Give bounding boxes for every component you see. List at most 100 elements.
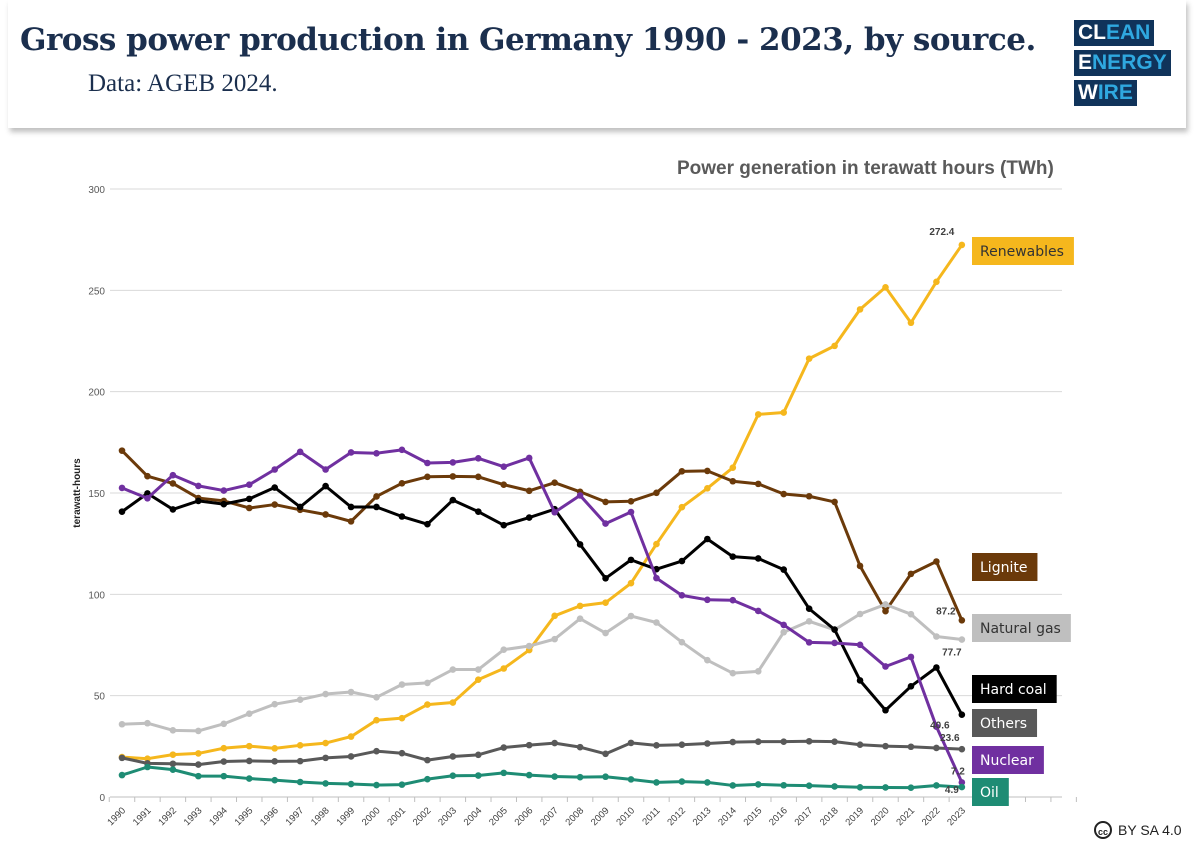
nuclear-point: [347, 449, 355, 456]
oil-point: [424, 775, 431, 783]
hard-coal-point: [118, 508, 126, 515]
hard-coal-point: [780, 566, 787, 573]
others-point: [856, 741, 864, 749]
nuclear-point: [271, 466, 279, 473]
oil-point: [678, 778, 686, 785]
natural-gas-point: [500, 646, 508, 653]
lignite-point: [754, 480, 762, 488]
oil-point: [729, 782, 737, 789]
hard-coal-point: [704, 535, 711, 543]
lignite-point: [525, 487, 533, 495]
renewables-point: [398, 714, 406, 722]
x-tick-label: 1997: [284, 805, 307, 828]
x-tick-label: 1994: [207, 805, 230, 828]
natural-gas-point: [780, 628, 787, 636]
renewables-point: [245, 742, 253, 750]
renewables-point: [704, 485, 711, 492]
x-tick-label: 2021: [894, 805, 917, 828]
nuclear-point: [805, 639, 813, 646]
lignite-point: [398, 479, 406, 487]
renewables-point: [296, 742, 304, 749]
natural-gas-point: [729, 669, 737, 677]
hard-coal-point: [475, 508, 482, 515]
oil-point: [195, 772, 202, 780]
renewables-point: [754, 411, 762, 418]
natural-gas-point: [169, 727, 177, 734]
end-value-label: 23.6: [940, 733, 960, 744]
oil-point: [780, 781, 787, 789]
nuclear-point: [907, 653, 915, 661]
lignite-point: [118, 447, 126, 454]
natural-gas-point: [958, 636, 966, 643]
natural-gas-point: [653, 619, 660, 626]
lignite-point: [805, 492, 813, 500]
oil-point: [576, 773, 584, 781]
lignite-point: [780, 490, 787, 498]
renewables-point: [831, 342, 838, 350]
others-point: [347, 753, 355, 760]
license-text: BY SA 4.0: [1118, 822, 1182, 838]
others-point: [424, 756, 431, 764]
others-point: [322, 754, 329, 762]
legend-box-oil: [972, 778, 1009, 806]
oil-point: [347, 780, 355, 788]
hard-coal-point: [933, 664, 940, 671]
x-tick-label: 2022: [920, 805, 943, 828]
others-point: [805, 737, 813, 745]
end-value-label: 40.6: [930, 721, 950, 732]
lignite-point: [653, 489, 660, 497]
nuclear-point: [933, 723, 940, 730]
lignite-point: [704, 467, 711, 475]
nuclear-point: [118, 484, 126, 492]
lignite-point: [958, 616, 966, 624]
series-others: [118, 737, 966, 768]
lignite-point: [449, 473, 457, 480]
others-point: [169, 760, 177, 768]
natural-gas-point: [424, 679, 431, 687]
natural-gas-point: [144, 719, 151, 727]
renewables-point: [475, 676, 482, 683]
nuclear-point: [754, 607, 762, 615]
others-point: [195, 761, 202, 768]
natural-gas-point: [398, 681, 406, 688]
hard-coal-point: [220, 500, 228, 508]
others-point: [729, 738, 737, 746]
x-tick-label: 2003: [436, 805, 459, 828]
others-point: [551, 739, 558, 747]
series-oil: [118, 763, 966, 791]
x-tick-label: 2011: [640, 805, 662, 827]
y-tick-label: 50: [94, 692, 106, 703]
nuclear-point: [195, 482, 202, 490]
hard-coal-point: [602, 575, 609, 582]
others-point: [449, 753, 457, 760]
renewables-point: [551, 612, 558, 620]
renewables-point: [958, 241, 966, 249]
natural-gas-point: [907, 610, 915, 618]
oil-point: [856, 783, 864, 791]
renewables-point: [449, 699, 457, 706]
others-point: [958, 745, 966, 753]
nuclear-point: [475, 455, 482, 462]
nuclear-point: [245, 481, 253, 488]
natural-gas-point: [245, 710, 253, 718]
natural-gas-point: [933, 633, 940, 640]
nuclear-point: [525, 454, 533, 462]
renewables-line: [121, 244, 964, 761]
renewables-point: [678, 503, 686, 511]
hard-coal-point: [805, 605, 813, 613]
hard-coal-point: [907, 683, 915, 690]
natural-gas-line: [121, 602, 963, 733]
oil-point: [449, 772, 457, 780]
others-point: [780, 738, 787, 745]
oil-point: [525, 771, 533, 779]
natural-gas-point: [322, 690, 329, 698]
x-tick-label: 1991: [131, 805, 154, 828]
oil-point: [602, 773, 609, 781]
hard-coal-point: [576, 541, 584, 548]
oil-point: [704, 779, 711, 786]
oil-point: [245, 775, 253, 782]
legend-label-lignite: Lignite: [980, 560, 1027, 576]
natural-gas-point: [576, 615, 584, 622]
renewables-point: [627, 579, 635, 587]
lignite-point: [347, 518, 355, 525]
